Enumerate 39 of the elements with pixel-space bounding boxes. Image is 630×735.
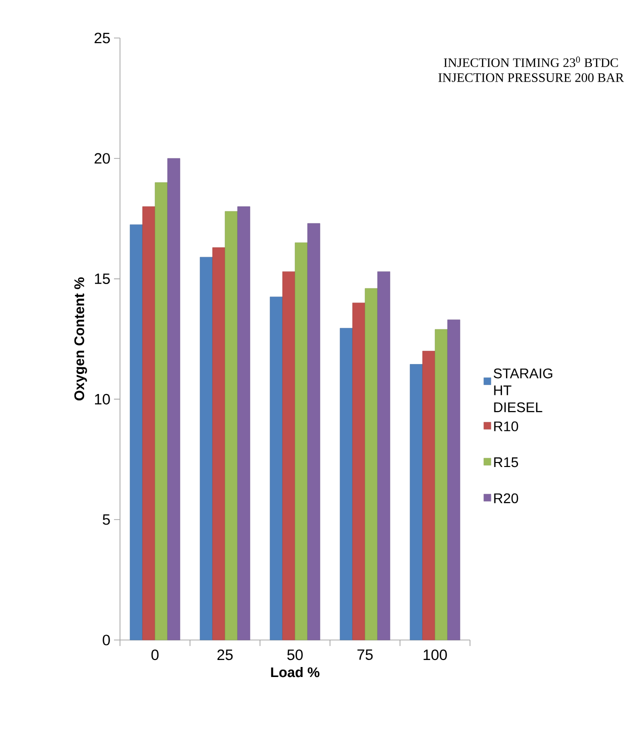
- bar: [422, 350, 436, 640]
- x-tick-label: 0: [151, 650, 159, 660]
- bar: [352, 302, 366, 640]
- annotation: INJECTION PRESSURE 200 BAR: [438, 73, 624, 82]
- bar: [270, 296, 283, 640]
- bar: [434, 329, 448, 640]
- bar: [447, 320, 460, 640]
- bar: [154, 182, 168, 640]
- y-tick-label: 20: [94, 153, 110, 164]
- bar: [167, 158, 180, 640]
- x-axis-title: Load %: [271, 666, 320, 678]
- annotation: INJECTION TIMING 23$^{0}$ BTDC: [444, 56, 618, 68]
- legend-label: R10: [494, 421, 518, 432]
- bar: [282, 271, 296, 640]
- bar: [130, 224, 143, 640]
- x-tick-label: 25: [217, 650, 233, 660]
- legend-label: R15: [494, 457, 518, 468]
- bar: [340, 328, 353, 640]
- y-tick-label: 15: [95, 274, 110, 284]
- bar: [142, 206, 156, 640]
- y-tick-label: 5: [102, 514, 110, 525]
- bar: [377, 271, 390, 640]
- x-tick-label: 75: [357, 650, 373, 660]
- x-tick-label: 100: [424, 650, 447, 660]
- bar: [237, 206, 250, 640]
- bar: [212, 247, 226, 640]
- bar: [307, 223, 320, 640]
- y-tick-label: 0: [102, 634, 110, 646]
- y-axis-title: Oxygen Content %: [74, 277, 88, 400]
- bar: [224, 211, 238, 640]
- bar: [294, 242, 308, 640]
- bar: [200, 256, 213, 640]
- bar: [364, 288, 378, 640]
- x-tick-label: 50: [287, 650, 303, 660]
- legend-label: R20: [494, 493, 518, 504]
- bar: [410, 364, 423, 640]
- y-tick-label: 25: [94, 32, 110, 44]
- legend-label: STARAIG HT DIESEL: [494, 368, 552, 412]
- y-tick-label: 10: [95, 394, 110, 404]
